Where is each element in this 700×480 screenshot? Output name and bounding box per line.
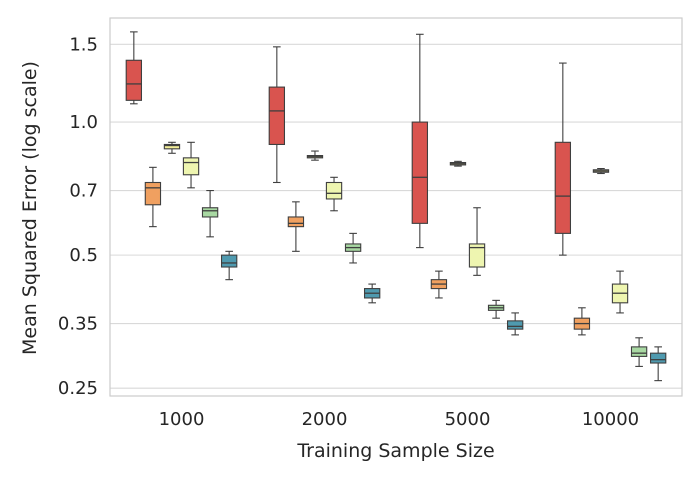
box-plot xyxy=(573,307,591,336)
box-plot xyxy=(125,31,143,105)
box-plot xyxy=(506,312,524,336)
box-iqr xyxy=(182,157,200,176)
y-tick-label: 1.5 xyxy=(69,34,98,55)
box-plot xyxy=(430,270,448,299)
y-tick-label: 0.7 xyxy=(69,181,98,202)
y-tick-label: 0.5 xyxy=(69,245,98,266)
box-iqr xyxy=(325,181,343,200)
box-plot xyxy=(649,346,667,382)
box-plot xyxy=(611,270,629,314)
box-plot xyxy=(487,299,505,319)
box-plot xyxy=(554,62,572,256)
box-plot xyxy=(449,160,467,167)
box-plot xyxy=(630,337,648,367)
box-iqr xyxy=(268,86,286,146)
box-plot xyxy=(363,283,381,304)
x-tick-label: 1000 xyxy=(159,409,205,430)
box-iqr xyxy=(506,320,524,330)
box-iqr xyxy=(630,346,648,357)
box-plot xyxy=(144,166,162,228)
box-plot xyxy=(182,141,200,189)
box-plot xyxy=(344,232,362,264)
box-iqr xyxy=(220,254,238,268)
box-iqr xyxy=(163,143,181,150)
x-tick-label: 2000 xyxy=(302,409,348,430)
y-tick-label: 1.0 xyxy=(69,112,98,133)
y-tick-label: 0.25 xyxy=(58,378,98,399)
box-plot xyxy=(468,207,486,276)
box-plot xyxy=(592,168,610,175)
box-plot xyxy=(287,201,305,252)
box-plot xyxy=(325,176,343,212)
box-plot xyxy=(220,250,238,281)
box-iqr xyxy=(554,141,572,234)
box-layer xyxy=(125,31,667,382)
x-tick-label: 10000 xyxy=(582,409,639,430)
x-tick-label: 5000 xyxy=(445,409,491,430)
y-axis-label: Mean Squared Error (log scale) xyxy=(19,61,41,355)
tick-layer: 0.25 0.35 0.5 0.7 1.0 1.5 1000 2000 5000 10000 xyxy=(58,34,639,430)
box-iqr xyxy=(125,59,143,101)
y-tick-label: 0.35 xyxy=(58,314,98,335)
box-iqr xyxy=(144,181,162,206)
box-iqr xyxy=(649,352,667,364)
box-plot xyxy=(268,46,286,184)
plot-frame xyxy=(109,17,683,397)
box-plot xyxy=(163,141,181,154)
box-plot xyxy=(201,189,219,238)
box-iqr xyxy=(287,216,305,228)
box-plot xyxy=(411,33,429,249)
x-axis-label: Training Sample Size xyxy=(296,440,494,462)
box-plot xyxy=(306,150,324,161)
box-iqr xyxy=(201,207,219,218)
box-iqr xyxy=(468,243,486,268)
box-iqr xyxy=(411,121,429,224)
grid-layer xyxy=(110,43,682,389)
